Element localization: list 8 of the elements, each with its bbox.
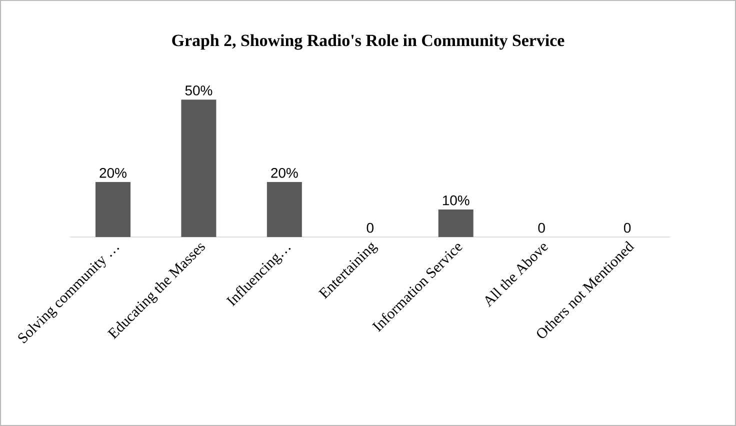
data-label: 0	[366, 222, 374, 233]
data-label: 0	[624, 222, 631, 233]
chart-title: Graph 2, Showing Radio's Role in Community Service	[172, 34, 564, 50]
data-label: 20%	[100, 168, 126, 178]
data-label: 10%	[442, 195, 470, 206]
data-label: 0	[538, 222, 545, 233]
data-label: 20%	[271, 168, 298, 178]
data-label: 50%	[185, 86, 212, 96]
